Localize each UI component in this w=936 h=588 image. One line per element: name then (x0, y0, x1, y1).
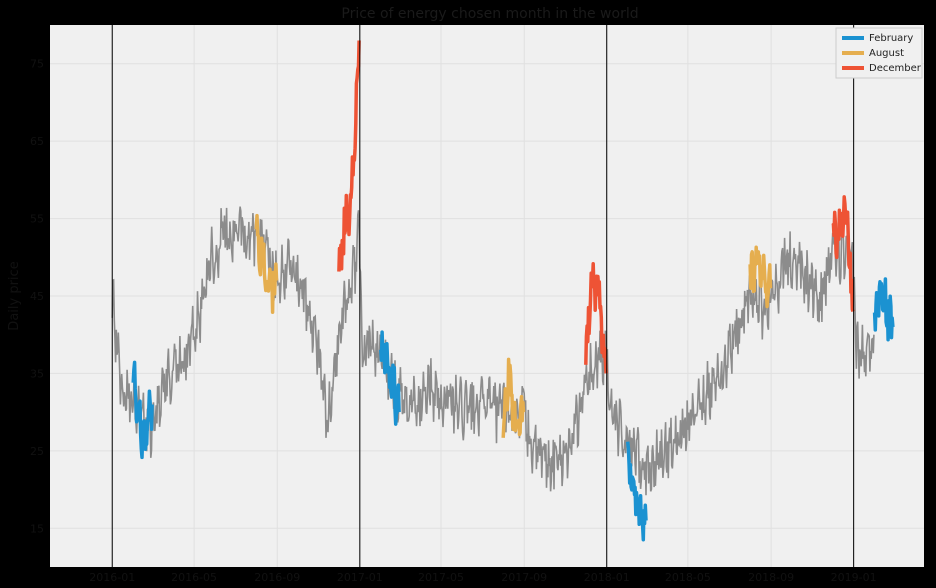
x-tick-label: 2016-09 (254, 571, 300, 584)
base-series-layer (111, 206, 875, 496)
y-tick-label: 65 (30, 135, 44, 148)
y-tick-label: 35 (30, 367, 44, 380)
series-line-february (131, 360, 154, 460)
base-price-line (111, 206, 875, 496)
y-tick-label: 25 (30, 445, 44, 458)
y-tick-label: 75 (30, 58, 44, 71)
series-line-february (379, 330, 401, 426)
x-tick-label: 2017-09 (501, 571, 547, 584)
series-december (337, 40, 855, 374)
legend-label-august: August (869, 48, 904, 59)
x-tick-label: 2018-05 (665, 571, 711, 584)
series-february (131, 277, 895, 542)
series-line-august (748, 245, 773, 309)
y-tick-label: 45 (30, 290, 44, 303)
series-august (254, 213, 773, 438)
series-line-december (831, 195, 855, 313)
x-tick-label: 2016-05 (171, 571, 217, 584)
series-line-december (337, 40, 361, 272)
y-tick-labels: 15 25 35 45 55 65 75 (30, 58, 44, 536)
year-marker-layer (111, 25, 855, 567)
series-line-february (872, 277, 895, 342)
legend-label-december: December (869, 63, 922, 74)
x-tick-label: 2018-01 (584, 571, 630, 584)
series-line-august (501, 357, 526, 438)
series-line-february (625, 441, 648, 542)
y-axis-label: Daily price (7, 261, 22, 330)
chart-title: Price of energy chosen month in the worl… (341, 6, 638, 22)
x-tick-labels: 2016-01 2016-05 2016-09 2017-01 2017-05 2017-… (89, 571, 876, 584)
x-tick-label: 2016-01 (89, 571, 135, 584)
x-tick-label: 2019-01 (831, 571, 877, 584)
highlight-series-layer (131, 40, 895, 542)
x-tick-label: 2017-01 (337, 571, 383, 584)
y-tick-label: 55 (30, 213, 44, 226)
legend: February August December (835, 27, 923, 79)
series-line-august (254, 213, 279, 314)
x-tick-label: 2018-09 (748, 571, 794, 584)
legend-label-february: February (869, 33, 913, 44)
series-line-december (584, 262, 608, 374)
x-tick-label: 2017-05 (418, 571, 464, 584)
y-tick-label: 15 (30, 522, 44, 535)
